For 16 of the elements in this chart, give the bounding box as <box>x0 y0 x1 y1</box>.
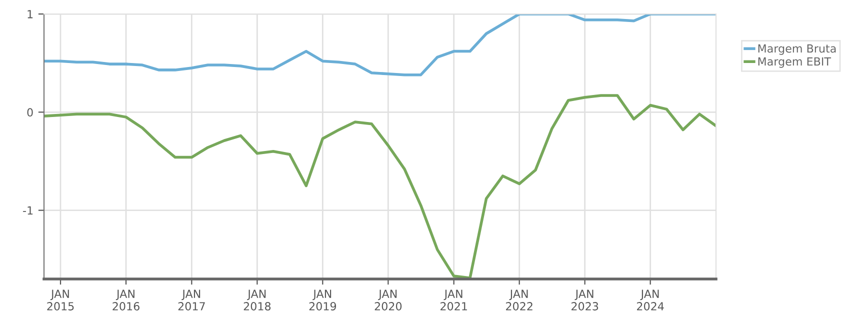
legend-label: Margem Bruta <box>758 44 836 55</box>
x-tick-label: JAN 2019 <box>309 290 336 310</box>
x-tick-label: JAN 2018 <box>244 290 271 310</box>
x-tick-label: JAN 2015 <box>47 290 74 310</box>
x-tick-label: JAN 2020 <box>374 290 402 310</box>
y-tick-label: -1 <box>23 206 33 215</box>
x-tick-label: JAN 2022 <box>506 290 532 310</box>
x-tick-label: JAN 2023 <box>572 290 598 310</box>
line-series <box>44 94 716 279</box>
y-tick-label: 1 <box>28 10 33 18</box>
x-tick-label: JAN 2024 <box>637 290 664 310</box>
legend-label: Margem EBIT <box>758 57 832 68</box>
x-tick-label: JAN 2017 <box>178 290 205 310</box>
x-tick-label: JAN 2016 <box>112 290 140 310</box>
y-tick-label: 0 <box>27 108 33 117</box>
x-tick-label: JAN 2021 <box>440 290 467 310</box>
